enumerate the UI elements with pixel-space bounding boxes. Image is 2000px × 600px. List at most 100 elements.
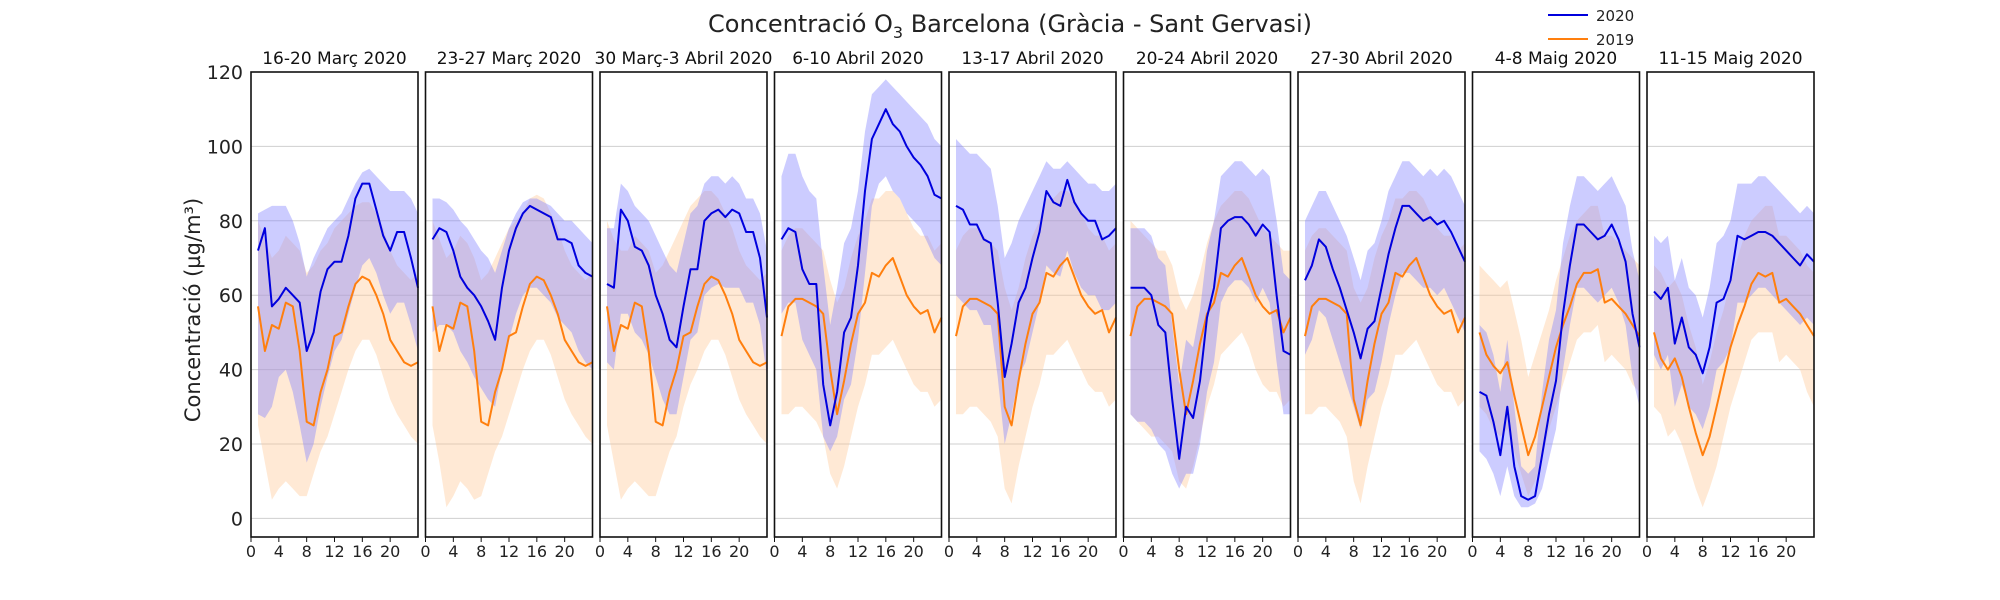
legend-label-2020: 2020 <box>1596 7 1634 25</box>
x-tick-label: 8 <box>302 542 312 561</box>
x-tick-label: 4 <box>1670 542 1680 561</box>
x-tick-label: 8 <box>1174 542 1184 561</box>
series-line-2019 <box>431 275 593 427</box>
panel-title: 23-27 Març 2020 <box>437 49 582 69</box>
panel: 20-24 Abril 2020 0 4 8 12 16 20 <box>1118 49 1292 561</box>
x-tick-label: 16 <box>1225 542 1245 561</box>
band-2019 <box>1305 191 1465 504</box>
band-2019 <box>956 191 1116 504</box>
panel-title: 27-30 Abril 2020 <box>1310 49 1452 69</box>
series-line-2019 <box>257 275 419 427</box>
series-line-2020 <box>606 208 768 349</box>
x-tick-label: 0 <box>1642 542 1652 561</box>
x-tick-label: 16 <box>1050 542 1070 561</box>
panel: 16-20 Març 2020 0 4 8 12 16 20 <box>246 49 419 561</box>
panel-title: 30 Març-3 Abril 2020 <box>595 49 773 69</box>
series-line-2019 <box>1129 257 1292 416</box>
x-tick-label: 8 <box>825 542 835 561</box>
x-tick-label: 20 <box>380 542 400 561</box>
band-2020 <box>956 139 1116 444</box>
x-tick-label: 8 <box>1000 542 1010 561</box>
x-tick-label: 16 <box>352 542 372 561</box>
x-tick-label: 4 <box>448 542 458 561</box>
series-line-2020 <box>780 108 942 427</box>
y-tick-label: 120 <box>207 62 243 84</box>
panel: 30 Març-3 Abril 2020 0 4 8 12 16 20 <box>595 49 773 561</box>
x-tick-label: 8 <box>1523 542 1533 561</box>
series-line-2019 <box>1478 268 1641 457</box>
x-tick-label: 0 <box>246 542 256 561</box>
y-tick-label: 80 <box>219 211 243 233</box>
x-tick-label: 4 <box>274 542 284 561</box>
x-tick-label: 20 <box>1601 542 1621 561</box>
series-line-2020 <box>1479 223 1641 501</box>
panel-title: 16-20 Març 2020 <box>262 49 407 69</box>
series-line-2020 <box>431 204 593 341</box>
band-2019 <box>1130 191 1291 489</box>
legend: 2020 2019 <box>1548 7 1634 49</box>
x-tick-label: 20 <box>1427 542 1447 561</box>
band-2020 <box>432 198 593 407</box>
series-line-2020 <box>955 178 1117 378</box>
band-2020 <box>258 168 418 463</box>
panel: 13-17 Abril 2020 0 4 8 12 16 20 <box>944 49 1117 561</box>
band-2020 <box>1130 161 1291 489</box>
x-tick-label: 20 <box>903 542 923 561</box>
x-tick-label: 4 <box>623 542 633 561</box>
panel: 4-8 Maig 2020 0 4 8 12 16 20 <box>1467 49 1641 561</box>
x-tick-label: 4 <box>797 542 807 561</box>
legend-label-2019: 2019 <box>1596 31 1634 49</box>
x-tick-label: 16 <box>1399 542 1419 561</box>
y-axis: 0 20 40 60 80 100 120 <box>207 62 243 530</box>
x-tick-label: 0 <box>944 542 954 561</box>
band-2019 <box>781 191 942 489</box>
x-tick-label: 20 <box>554 542 574 561</box>
series-line-2020 <box>1130 216 1291 460</box>
x-tick-label: 4 <box>1321 542 1331 561</box>
panel-title: 6-10 Abril 2020 <box>792 49 924 69</box>
panel: 6-10 Abril 2020 0 4 8 12 16 20 <box>769 49 943 561</box>
series-line-2019 <box>606 275 768 427</box>
panel-title: 20-24 Abril 2020 <box>1136 49 1278 69</box>
x-tick-label: 8 <box>1349 542 1359 561</box>
series-line-2020 <box>1653 231 1815 375</box>
x-tick-label: 12 <box>1720 542 1740 561</box>
series-line-2019 <box>780 257 943 416</box>
x-tick-label: 0 <box>595 542 605 561</box>
x-tick-label: 8 <box>476 542 486 561</box>
panel-title: 13-17 Abril 2020 <box>961 49 1103 69</box>
x-tick-label: 20 <box>1078 542 1098 561</box>
x-tick-label: 0 <box>420 542 430 561</box>
x-tick-label: 4 <box>972 542 982 561</box>
x-tick-label: 12 <box>1197 542 1217 561</box>
band-2019 <box>258 202 418 500</box>
x-tick-label: 12 <box>324 542 344 561</box>
x-tick-label: 16 <box>876 542 896 561</box>
x-tick-label: 0 <box>1293 542 1303 561</box>
y-tick-label: 40 <box>219 360 243 382</box>
panel: 27-30 Abril 2020 0 4 8 12 16 20 <box>1293 49 1466 561</box>
x-tick-label: 20 <box>1252 542 1272 561</box>
x-tick-label: 0 <box>1467 542 1477 561</box>
y-tick-label: 0 <box>231 508 243 530</box>
x-tick-label: 4 <box>1495 542 1505 561</box>
x-tick-label: 8 <box>651 542 661 561</box>
band-2019 <box>607 191 767 500</box>
series-line-2019 <box>1653 271 1815 457</box>
x-tick-label: 16 <box>701 542 721 561</box>
series-line-2019 <box>955 257 1117 427</box>
panel-title: 11-15 Maig 2020 <box>1658 49 1802 69</box>
x-tick-label: 20 <box>729 542 749 561</box>
x-tick-label: 0 <box>769 542 779 561</box>
band-2020 <box>607 176 767 415</box>
x-tick-label: 20 <box>1776 542 1796 561</box>
series-line-2019 <box>1304 257 1466 427</box>
x-tick-label: 8 <box>1698 542 1708 561</box>
x-tick-label: 16 <box>1748 542 1768 561</box>
x-tick-label: 12 <box>848 542 868 561</box>
band-2019 <box>432 194 593 508</box>
panel: 11-15 Maig 2020 0 4 8 12 16 20 <box>1642 49 1815 561</box>
band-2020 <box>1654 176 1814 430</box>
y-tick-label: 20 <box>219 434 243 456</box>
